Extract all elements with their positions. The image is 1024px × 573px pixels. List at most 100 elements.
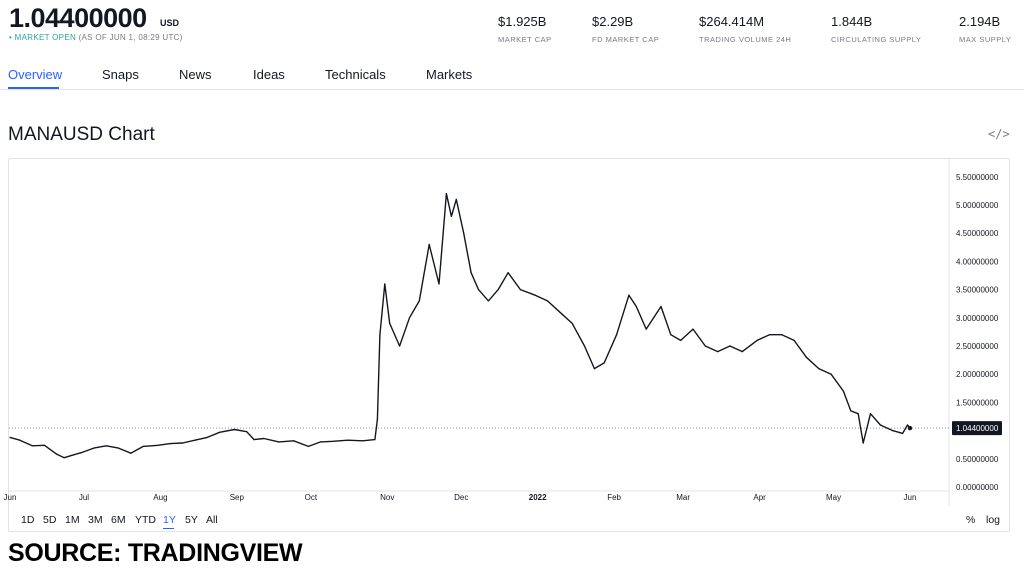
range-6m-button[interactable]: 6M: [111, 514, 126, 526]
last-price-marker: [907, 425, 913, 431]
price-point: [487, 300, 489, 302]
y-tick-label: 0.50000000: [956, 455, 999, 464]
percent-scale-button[interactable]: %: [966, 514, 976, 526]
price-point: [593, 368, 596, 370]
price-point: [879, 424, 882, 426]
range-ytd-button[interactable]: YTD: [135, 514, 156, 526]
range-all-button[interactable]: All: [206, 514, 218, 526]
range-3m-button[interactable]: 3M: [88, 514, 103, 526]
tab-overview[interactable]: Overview: [8, 67, 63, 82]
price-point: [71, 454, 73, 456]
tab-technicals[interactable]: Technicals: [325, 67, 386, 82]
currency-label: USD: [160, 18, 180, 28]
price-point: [19, 439, 21, 441]
price-point: [534, 294, 536, 296]
log-scale-button[interactable]: log: [986, 514, 1001, 526]
x-tick-label: Jul: [79, 493, 89, 502]
price-point: [616, 334, 618, 336]
last-price-tag-label: 1.04400000: [956, 424, 999, 433]
price-point: [892, 430, 894, 432]
x-tick-label: Feb: [607, 493, 621, 502]
price-point: [374, 439, 376, 441]
price-point: [645, 328, 647, 330]
price-point: [233, 428, 235, 431]
source-caption: SOURCE: TRADINGVIEW: [8, 539, 303, 567]
price-point: [768, 334, 771, 336]
x-tick-label: Nov: [380, 493, 394, 502]
tab-news[interactable]: News: [179, 67, 212, 82]
price-point: [571, 322, 573, 324]
price-point: [818, 368, 820, 370]
price-point: [293, 440, 295, 442]
stat-value: 2.194B: [959, 14, 1001, 29]
x-tick-label: May: [826, 493, 841, 502]
x-tick-label: Aug: [153, 493, 167, 502]
price-point: [692, 328, 694, 330]
stat-trading-volume: $264.414M TRADING VOLUME 24H: [699, 14, 791, 44]
price-point: [43, 444, 46, 446]
price-point: [635, 305, 637, 308]
price-point: [680, 339, 682, 341]
price-series-line: [9, 193, 911, 459]
price-point: [384, 283, 386, 285]
price-point: [93, 447, 95, 449]
stat-label: CIRCULATING SUPPLY: [831, 35, 922, 44]
price-point: [379, 334, 381, 336]
price-point: [546, 300, 549, 302]
range-1m-button[interactable]: 1M: [65, 514, 80, 526]
price-point: [603, 362, 605, 364]
price-point: [729, 345, 731, 347]
tab-snaps[interactable]: Snaps: [102, 67, 139, 82]
chart-container: [8, 158, 1010, 532]
stat-label: FD MARKET CAP: [592, 35, 660, 44]
tab-ideas[interactable]: Ideas: [253, 67, 285, 82]
price-point: [497, 289, 499, 291]
price-point: [206, 436, 208, 438]
price-point: [9, 436, 11, 438]
y-tick-label: 1.50000000: [956, 398, 999, 407]
stat-label: TRADING VOLUME 24H: [699, 35, 792, 44]
current-price: 1.04400000: [9, 3, 147, 33]
price-point: [130, 452, 132, 454]
price-point: [756, 339, 758, 341]
range-1d-button[interactable]: 1D: [21, 514, 35, 526]
stat-circulating-supply: 1.844B CIRCULATING SUPPLY: [831, 14, 921, 44]
price-point: [438, 283, 440, 285]
range-1y-button[interactable]: 1Y: [163, 514, 176, 526]
last-price-tag: [952, 421, 1002, 436]
tab-markets[interactable]: Markets: [426, 67, 473, 82]
price-point: [628, 294, 630, 296]
price-point: [717, 351, 719, 353]
price-point: [830, 373, 832, 375]
price-chart[interactable]: 5.50000000 5.00000000 4.50000000 4.00000000…: [0, 0, 1024, 510]
price-point: [219, 431, 221, 433]
x-tick-label: Jun: [904, 493, 917, 502]
price-point: [246, 431, 248, 433]
tab-bar: Overview Snaps News Ideas Technicals Mar…: [0, 62, 1024, 90]
y-tick-label: 3.50000000: [956, 286, 999, 295]
price-point: [399, 345, 401, 347]
x-tick-label: Mar: [676, 493, 690, 502]
range-5d-button[interactable]: 5D: [43, 514, 57, 526]
price-point: [182, 442, 184, 444]
market-status: • MARKET OPEN (AS OF JUN 1, 08:29 UTC): [9, 33, 183, 42]
price-point: [850, 410, 852, 412]
price-point: [805, 356, 808, 358]
market-open-dot-icon: •: [9, 33, 13, 42]
chart-title: MANAUSD Chart: [8, 124, 155, 145]
price-point: [455, 198, 457, 200]
active-range-indicator: [163, 528, 174, 529]
stat-value: $2.29B: [592, 14, 634, 29]
price-point: [105, 445, 107, 447]
y-tick-label: 4.50000000: [956, 229, 999, 238]
range-5y-button[interactable]: 5Y: [185, 514, 198, 526]
price-point: [307, 445, 309, 447]
code-embed-icon[interactable]: </>: [988, 127, 1010, 141]
price-point: [660, 305, 662, 308]
price-point: [902, 432, 904, 434]
price-point: [362, 440, 364, 442]
price-point: [477, 289, 480, 291]
y-tick-label: 2.00000000: [956, 370, 999, 379]
price-point: [741, 351, 743, 353]
market-time: (AS OF JUN 1, 08:29 UTC): [78, 33, 183, 42]
